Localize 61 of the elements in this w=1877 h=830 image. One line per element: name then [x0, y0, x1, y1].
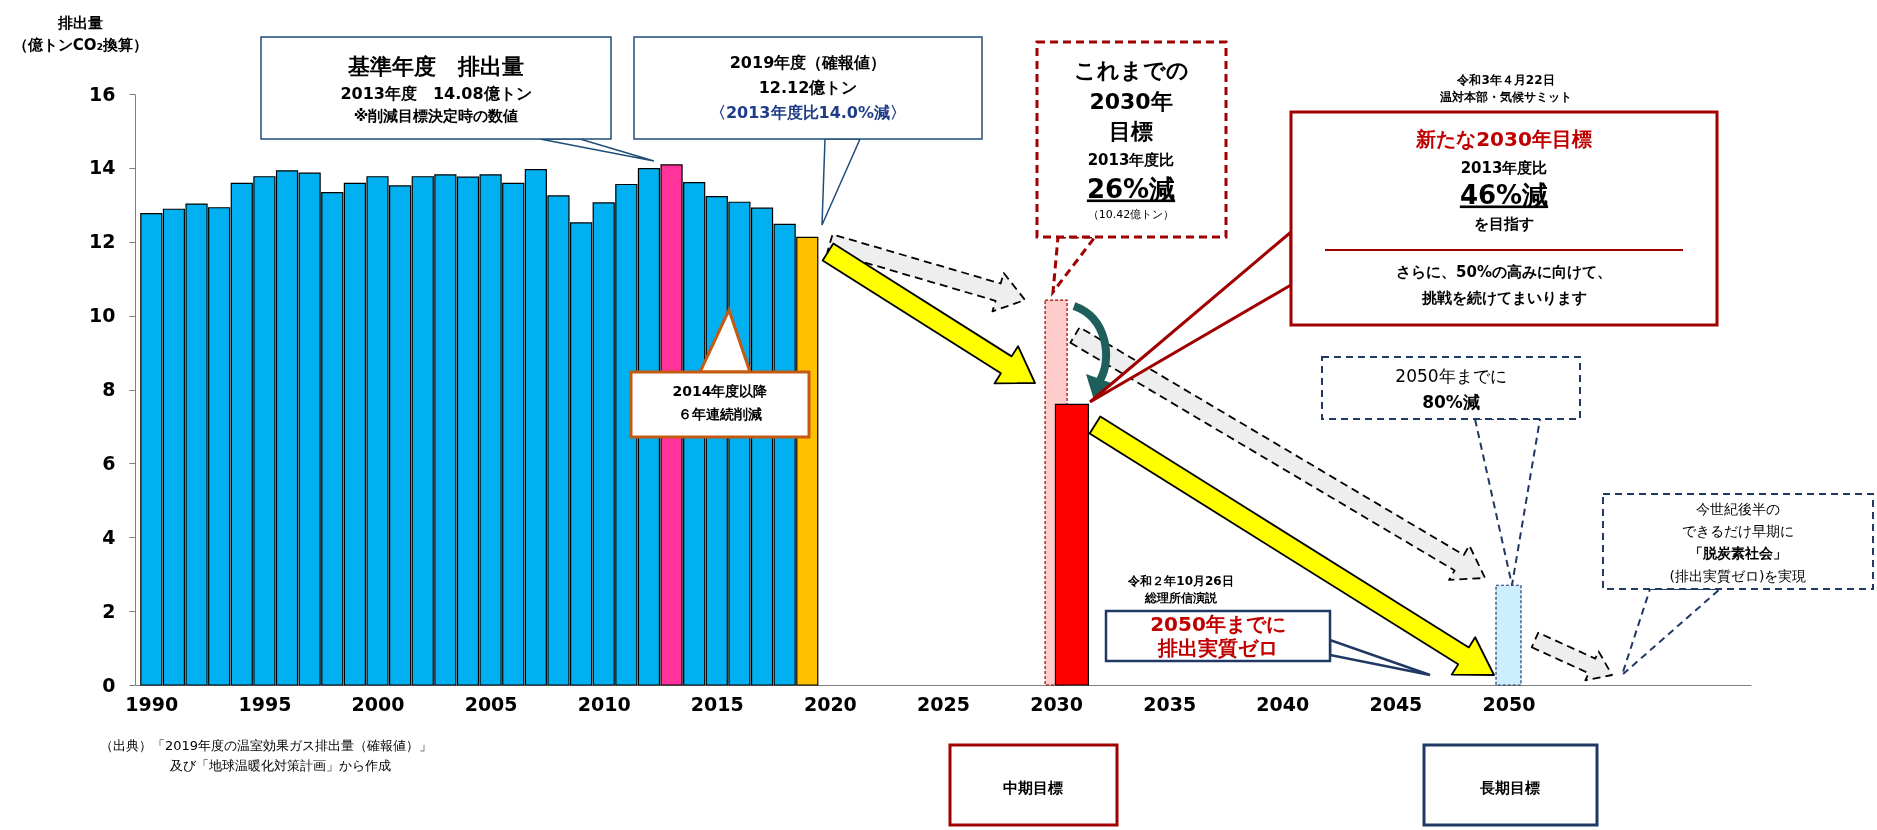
annotation: 2050年までに [1395, 366, 1507, 386]
annotation: （10.42億トン） [1087, 208, 1175, 221]
annotation: を目指す [1474, 214, 1534, 233]
annotation: 今世紀後半の [1696, 501, 1780, 517]
annotation: さらに、50%の高みに向けて、 [1396, 262, 1612, 281]
text: 長期目標 [1479, 778, 1540, 797]
annotation: 新たな2030年目標 [1415, 126, 1592, 151]
annotation: 挑戦を続けてまいります [1420, 288, 1587, 307]
x-tick-label: 1990 [125, 692, 179, 715]
annotation: 排出実質ゼロ [1157, 635, 1278, 660]
annotation: できるだけ早期に [1682, 523, 1794, 539]
annotation: ※削減目標決定時の数値 [353, 106, 519, 125]
x-tick-label: 2030 [1030, 692, 1084, 715]
y-tick-label: 14 [89, 156, 116, 179]
annotation: 〈2013年度比14.0%減〉 [709, 102, 907, 122]
text: 及び「地球温暖化対策計画」から作成 [170, 757, 391, 773]
text: 基準年度 排出量 [347, 54, 524, 79]
x-tick-label: 2015 [690, 692, 744, 715]
y-tick-label: 12 [89, 230, 116, 253]
annotation: 温対本部・気候サミット [1439, 89, 1572, 104]
annotation: 目標 [1109, 119, 1153, 144]
y-tick-label: 10 [89, 304, 116, 327]
annotation: 2030年 [1089, 89, 1173, 114]
text: これまでの [1073, 58, 1189, 83]
text: （出典）「2019年度の温室効果ガス排出量（確報値）」 [100, 737, 433, 753]
y-tick-label: 16 [89, 82, 116, 105]
annotation: 2013年度比 [1460, 158, 1548, 177]
annotation: 26%減 [1086, 173, 1176, 204]
text: 中期目標 [1003, 778, 1063, 797]
x-tick-label: 2050 [1482, 692, 1536, 715]
y-axis-title: 排出量（億トンCO₂換算） [12, 13, 149, 54]
annotation: 2013年度比 [1087, 150, 1175, 169]
annotation: 「脱炭素社会」 [1689, 545, 1787, 561]
x-tick-label: 2020 [803, 692, 857, 715]
x-tick-label: 2025 [917, 692, 970, 715]
annotation: (排出実質ゼロ)を実現 [1669, 568, 1807, 584]
annotation: 総理所信演説 [1144, 590, 1218, 605]
y-tick-label: 2 [102, 599, 116, 622]
x-tick-label: 2035 [1143, 692, 1197, 715]
annotation: ６年連続削減 [678, 406, 762, 422]
y-tick-label: 4 [102, 525, 116, 548]
y-tick-label: 0 [102, 673, 116, 696]
y-tick-label: 8 [102, 378, 116, 400]
annotation: 2013年度 14.08億トン [340, 83, 532, 103]
bar [1495, 584, 1522, 686]
annotation: 80%減 [1422, 392, 1480, 412]
annotation: 46%減 [1459, 179, 1549, 210]
annotation: 令和２年10月26日 [1127, 573, 1234, 588]
text: 2019年度（確報値） [729, 52, 887, 72]
x-tick-label: 1995 [238, 692, 292, 715]
x-tick-label: 2045 [1369, 692, 1423, 715]
x-tick-label: 2010 [577, 692, 631, 715]
x-tick-label: 2005 [464, 692, 518, 715]
text: 令和3年４月22日 [1456, 72, 1555, 87]
y-tick-label: 6 [102, 451, 116, 474]
annotation: 2050年までに [1150, 611, 1286, 636]
bar [1054, 403, 1090, 686]
annotation: 12.12億トン [758, 77, 858, 97]
x-tick-label: 2000 [351, 692, 405, 715]
x-tick-label: 2040 [1256, 692, 1310, 715]
annotation: 2014年度以降 [672, 383, 769, 399]
